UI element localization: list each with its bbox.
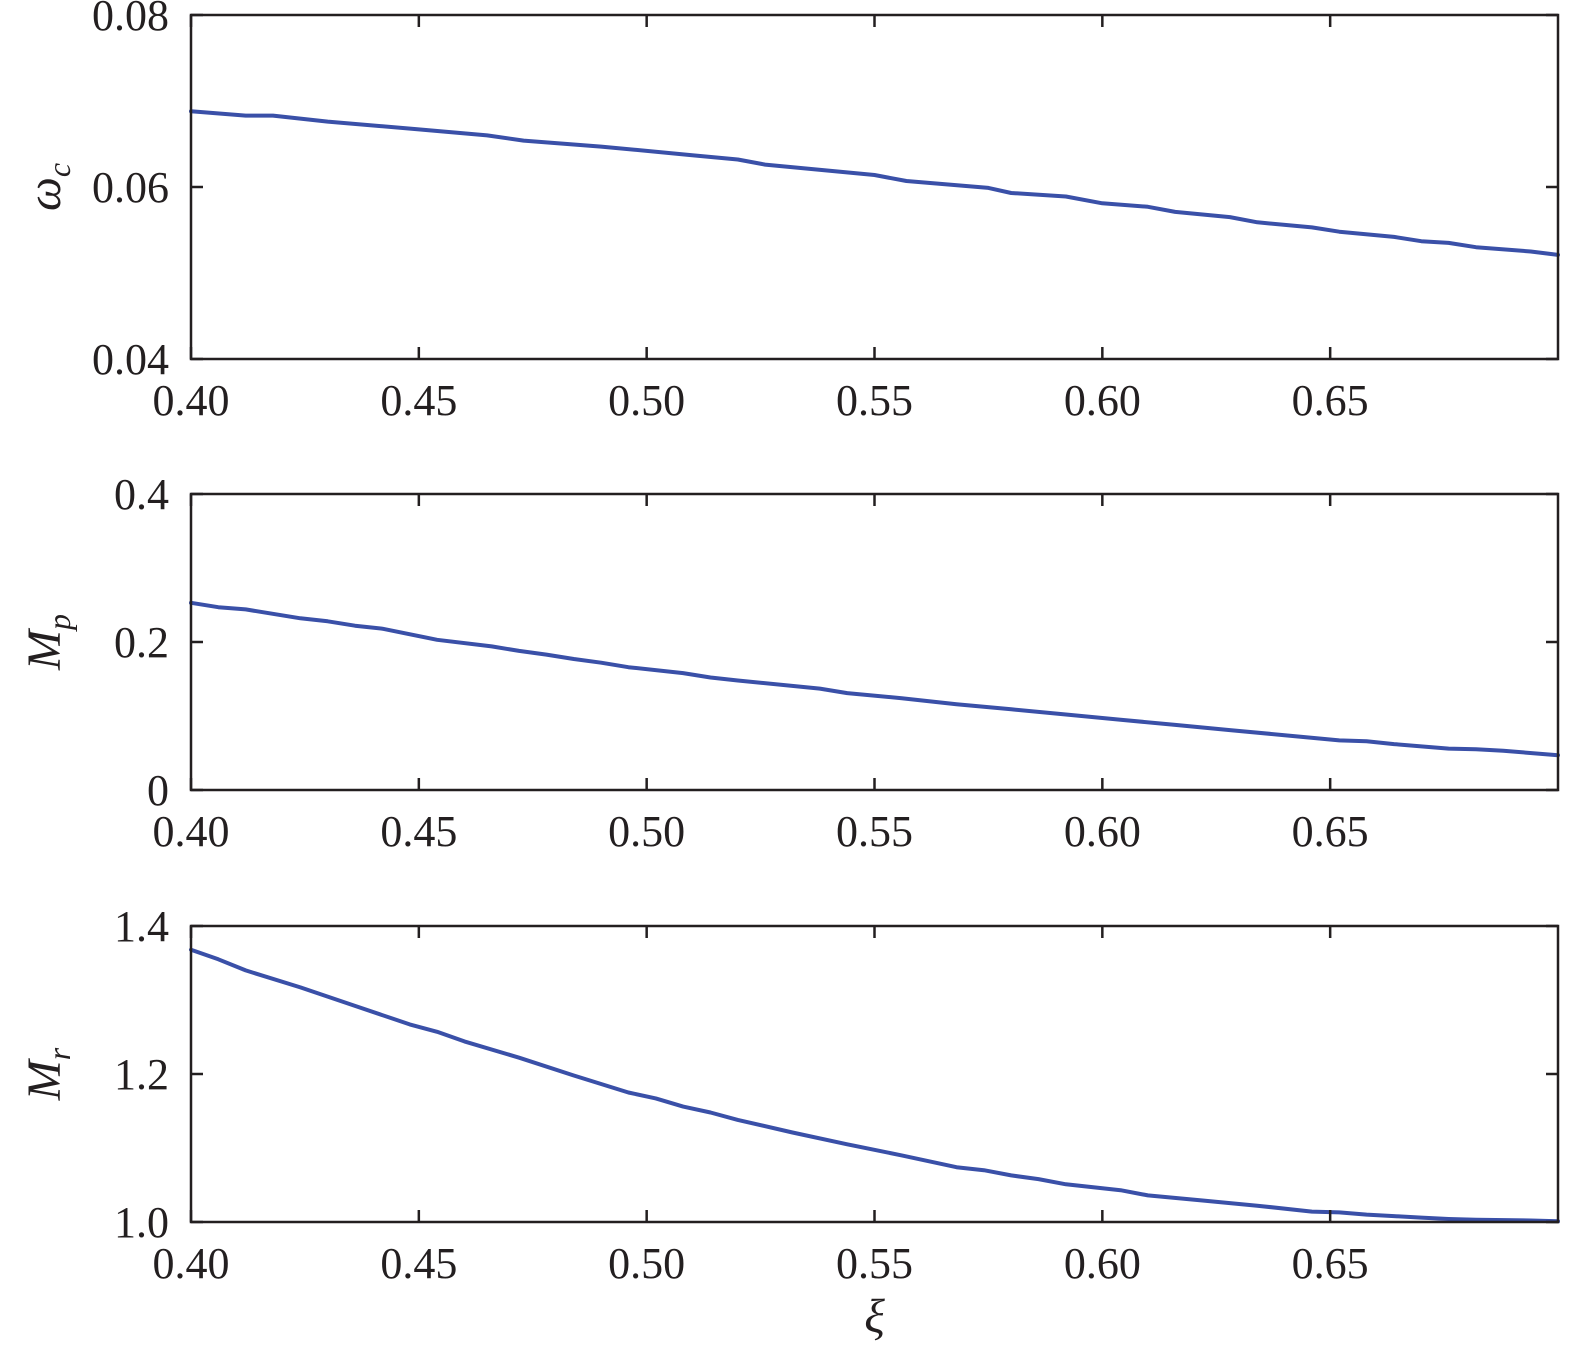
y-tick-label: 1.2 [114, 1050, 169, 1099]
x-tick-label: 0.60 [1064, 1239, 1141, 1288]
x-tick-label: 0.60 [1064, 376, 1141, 425]
x-tick-label: 0.60 [1064, 807, 1141, 856]
y-axis-label: Mr [18, 1047, 77, 1101]
series-line-1 [189, 947, 1560, 1224]
series-line-1 [189, 600, 1560, 758]
x-tick-label: 0.40 [153, 807, 230, 856]
x-tick-label: 0.45 [380, 807, 457, 856]
x-tick-label: 0.40 [153, 1239, 230, 1288]
x-tick-label: 0.55 [836, 1239, 913, 1288]
y-tick-label: 1.4 [114, 902, 169, 951]
y-tick-label: 1.0 [114, 1198, 169, 1247]
plot-frame [189, 13, 1560, 361]
y-tick-label: 0.04 [92, 335, 169, 384]
x-tick-label: 0.45 [380, 1239, 457, 1288]
x-axis-label: ξ [864, 1290, 885, 1343]
y-tick-label: 0.06 [92, 163, 169, 212]
y-tick-label: 0 [147, 766, 169, 815]
plot-frame [189, 492, 1560, 792]
y-axis-label: ωc [18, 163, 77, 211]
x-tick-label: 0.55 [836, 376, 913, 425]
x-tick-label: 0.50 [608, 1239, 685, 1288]
x-tick-label: 0.65 [1292, 376, 1369, 425]
x-tick-label: 0.40 [153, 376, 230, 425]
x-tick-label: 0.45 [380, 376, 457, 425]
y-tick-label: 0.4 [114, 470, 169, 519]
y-tick-label: 0.2 [114, 618, 169, 667]
x-tick-label: 0.50 [608, 807, 685, 856]
y-axis-label: Mp [18, 614, 77, 671]
plot-frame [189, 924, 1560, 1224]
x-tick-label: 0.55 [836, 807, 913, 856]
series-line-1 [189, 109, 1560, 257]
x-tick-label: 0.50 [608, 376, 685, 425]
panel-1: 0.40 0.45 0.50 0.55 0.60 0.65 0.04 0.06 0.08 ωc [18, 0, 1560, 425]
panel-2: 0.40 0.45 0.50 0.55 0.60 0.65 0 0.2 0.4 Mp [18, 470, 1560, 856]
x-tick-label: 0.65 [1292, 1239, 1369, 1288]
y-tick-label: 0.08 [92, 0, 169, 40]
x-tick-label: 0.65 [1292, 807, 1369, 856]
panel-3: 0.40 0.45 0.50 0.55 0.60 0.65 1.0 1.2 1.4 Mr ξ [18, 902, 1560, 1343]
